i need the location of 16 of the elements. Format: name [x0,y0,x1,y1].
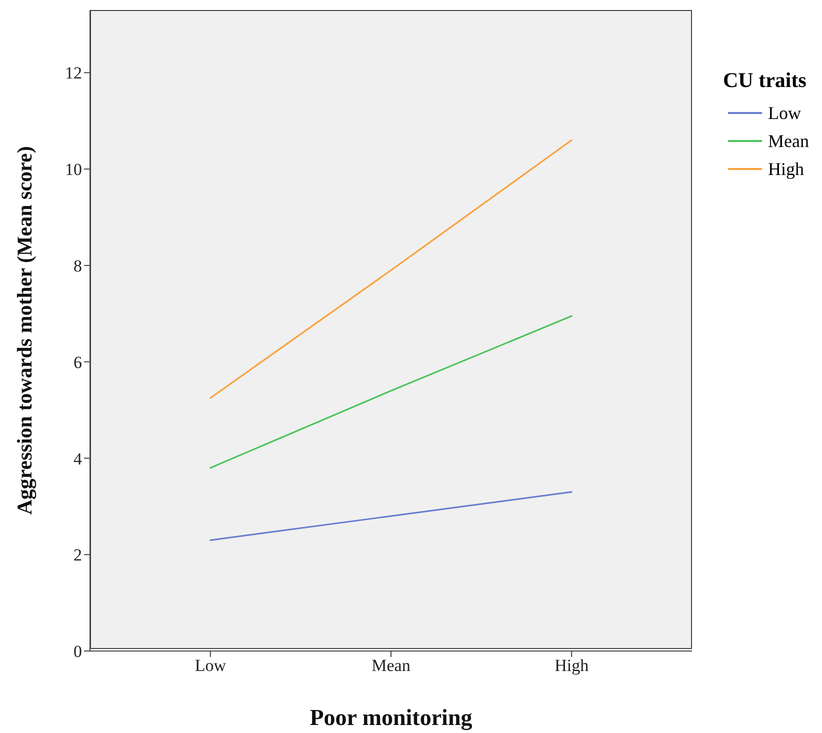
y-tick-label: 10 [65,160,82,180]
y-tick-label: 12 [65,64,82,83]
legend-label: Low [768,102,801,124]
y-tick-label: 4 [74,449,82,468]
x-axis-title: Poor monitoring [310,705,473,731]
y-axis-title: Aggression towards mother (Mean score) [12,146,36,515]
legend-label: Mean [768,130,809,152]
x-tick-label: Mean [372,656,411,676]
legend-label: High [768,158,804,180]
y-tick-label: 6 [74,352,82,372]
legend-title: CU traits [723,68,808,93]
y-tick-label: 0 [74,642,82,662]
y-tick-label: 8 [74,256,82,276]
x-tick-label: High [554,656,590,676]
x-tick-label: Low [194,656,227,676]
y-tick-label: 2 [74,546,82,565]
